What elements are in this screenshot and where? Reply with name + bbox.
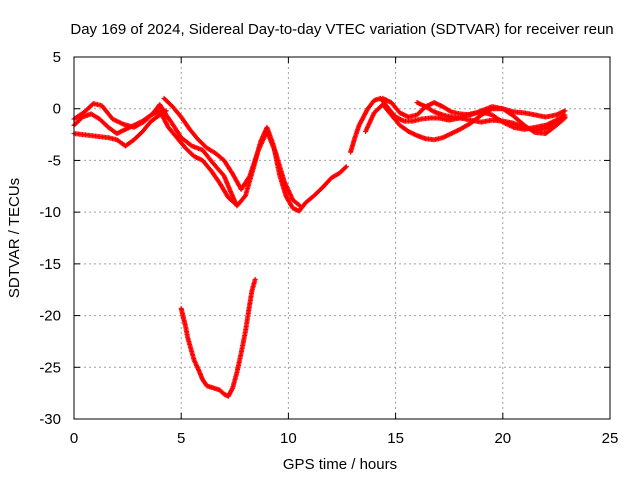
x-tick-label: 25 [602, 430, 619, 447]
data-point [561, 115, 567, 121]
data-point [246, 174, 252, 180]
y-tick-label: 5 [53, 49, 61, 66]
y-tick-label: -20 [39, 308, 61, 325]
x-tick-label: 0 [70, 430, 78, 447]
data-point [541, 126, 547, 132]
x-tick-label: 10 [280, 430, 297, 447]
data-point [209, 385, 215, 391]
data-point [439, 111, 445, 117]
data-point [520, 124, 526, 130]
x-axis: 0 5 10 15 20 25 [70, 57, 619, 447]
data-point [356, 124, 362, 130]
y-tick-label: -30 [39, 411, 61, 428]
x-tick-label: 15 [387, 430, 404, 447]
data-point [283, 192, 289, 198]
y-tick-label: -15 [39, 256, 61, 273]
data-point [552, 112, 558, 118]
data-point [119, 121, 125, 127]
data-point [561, 108, 567, 114]
series-track-d [161, 95, 304, 210]
y-tick-label: -5 [48, 152, 61, 169]
data-point [112, 136, 118, 142]
series-track-b [71, 108, 240, 208]
data-point [162, 108, 168, 114]
series-track-a [71, 101, 349, 214]
data-point [242, 194, 248, 200]
data-point [351, 136, 357, 142]
x-tick-label: 20 [494, 430, 511, 447]
data-point [180, 313, 186, 319]
y-tick-label: -10 [39, 204, 61, 221]
y-tick-label: -25 [39, 359, 61, 376]
y-axis-label: SDTVAR / TECUs [6, 178, 23, 298]
data-point [187, 344, 193, 350]
chart-title: Day 169 of 2024, Sidereal Day-to-day VTE… [70, 21, 613, 38]
data-point [229, 386, 235, 392]
data-point [272, 148, 278, 154]
data-point [281, 177, 287, 183]
data-point [229, 170, 235, 176]
series-track-c [71, 108, 169, 149]
series-track-h [414, 100, 568, 133]
data-point [249, 289, 255, 295]
data-point [202, 381, 208, 387]
data-point [233, 201, 239, 207]
data-point [509, 120, 515, 126]
data-point [234, 371, 240, 377]
data-point [498, 105, 504, 111]
data-point [297, 203, 303, 209]
data-point [252, 278, 258, 284]
data-point [182, 322, 188, 328]
x-axis-label: GPS time / hours [283, 456, 397, 473]
series-track-i [178, 276, 258, 399]
y-axis: -30 -25 -20 -15 -10 -5 0 5 [39, 49, 610, 428]
data-point [413, 112, 419, 118]
data-series [71, 95, 568, 399]
data-point [421, 135, 427, 141]
data-point [438, 135, 444, 141]
y-tick-label: 0 [53, 101, 61, 118]
data-point [191, 356, 197, 362]
data-point [342, 165, 348, 171]
data-point [184, 333, 190, 339]
data-point [227, 187, 233, 193]
data-point [413, 132, 419, 138]
data-point [447, 108, 453, 114]
series-track-g [380, 95, 568, 120]
x-tick-label: 5 [177, 430, 185, 447]
data-point [255, 148, 261, 154]
data-point [477, 108, 483, 114]
data-point [488, 112, 494, 118]
data-point [195, 365, 201, 371]
data-point [541, 130, 547, 136]
plot-frame [73, 56, 611, 420]
data-point [326, 177, 332, 183]
